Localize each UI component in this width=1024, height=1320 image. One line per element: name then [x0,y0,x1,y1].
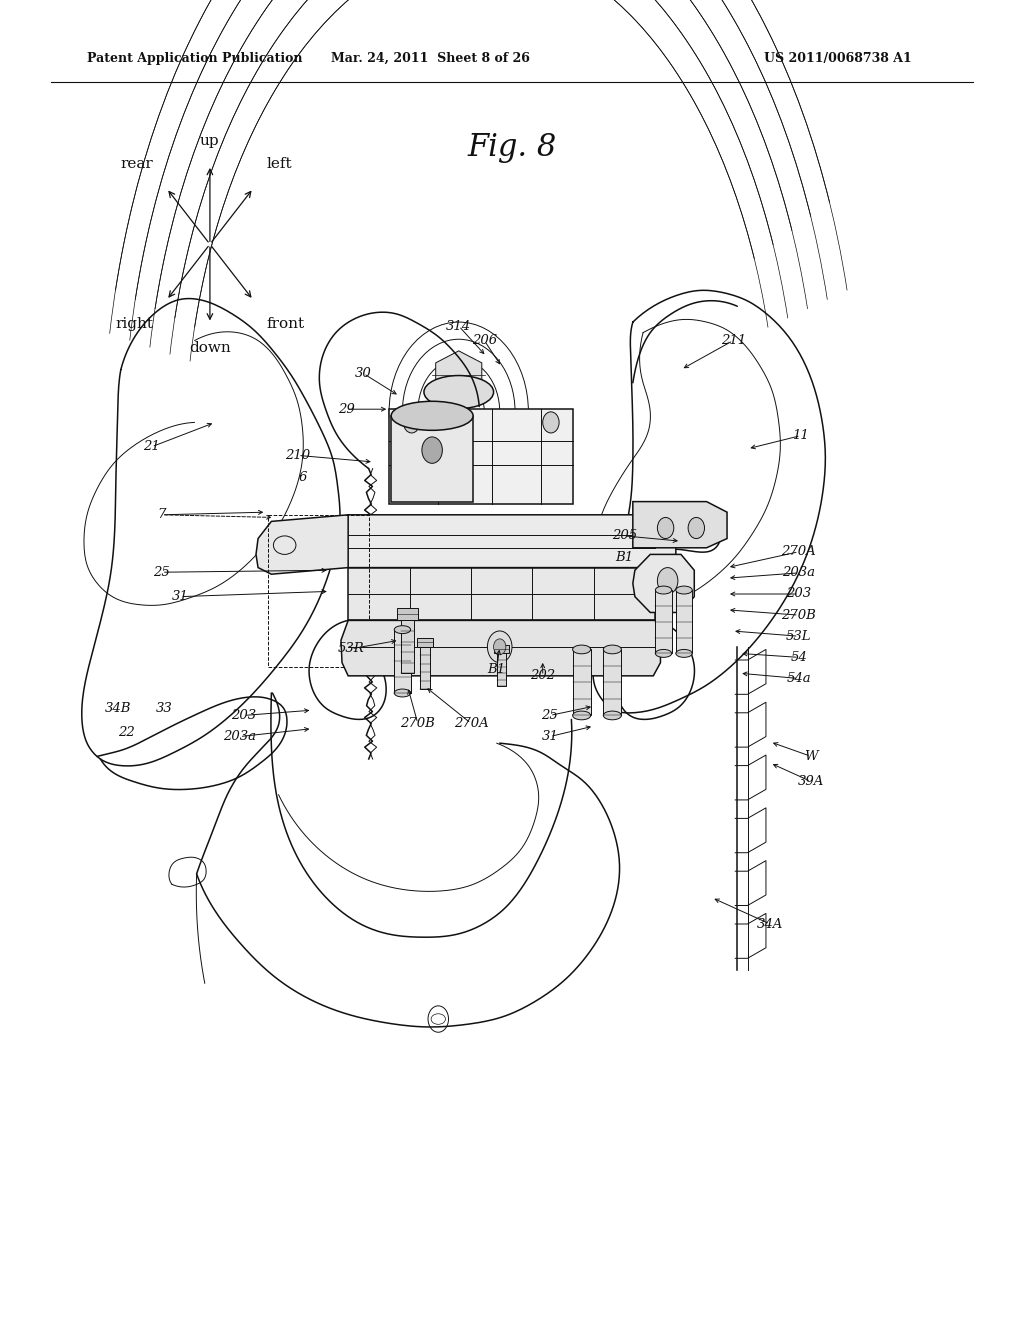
Polygon shape [633,502,727,548]
Text: 270A: 270A [781,545,816,558]
Text: Mar. 24, 2011  Sheet 8 of 26: Mar. 24, 2011 Sheet 8 of 26 [331,51,529,65]
Text: 31: 31 [542,730,558,743]
Circle shape [422,437,442,463]
Polygon shape [341,620,660,676]
Text: 203a: 203a [223,730,256,743]
FancyBboxPatch shape [498,653,506,686]
Polygon shape [633,554,694,612]
Ellipse shape [424,375,494,409]
Circle shape [688,517,705,539]
Text: 270B: 270B [400,717,435,730]
Text: 270B: 270B [781,609,816,622]
Text: 11: 11 [793,429,809,442]
Text: 54a: 54a [786,672,811,685]
Ellipse shape [394,689,411,697]
Text: 39A: 39A [798,775,824,788]
Text: 203: 203 [786,587,811,601]
FancyBboxPatch shape [389,409,573,504]
Ellipse shape [391,401,473,430]
Text: 270A: 270A [454,717,488,730]
Text: 33: 33 [156,702,172,715]
Text: 210: 210 [286,449,310,462]
Text: 53L: 53L [786,630,811,643]
Text: 34A: 34A [757,917,783,931]
Text: 203a: 203a [782,566,815,579]
FancyBboxPatch shape [394,630,411,693]
Ellipse shape [676,586,692,594]
Ellipse shape [676,649,692,657]
Text: 53R: 53R [338,643,365,655]
Text: Fig. 8: Fig. 8 [467,132,557,164]
FancyBboxPatch shape [391,416,473,502]
Text: 7: 7 [158,508,166,521]
Circle shape [657,517,674,539]
Text: 54: 54 [791,651,807,664]
Ellipse shape [655,586,672,594]
Ellipse shape [655,649,672,657]
Text: rear: rear [121,157,154,172]
Text: 203: 203 [231,709,256,722]
Text: 205: 205 [612,529,637,543]
Ellipse shape [572,711,591,719]
Text: 21: 21 [143,441,160,453]
Text: front: front [266,317,305,331]
Text: W: W [804,750,818,763]
Text: 31: 31 [172,590,188,603]
Text: down: down [189,341,230,355]
Text: 206: 206 [472,334,497,347]
Ellipse shape [603,645,622,653]
Ellipse shape [447,401,470,422]
FancyBboxPatch shape [420,647,430,689]
Text: 29: 29 [338,403,354,416]
FancyBboxPatch shape [603,649,622,715]
FancyBboxPatch shape [417,638,433,647]
Text: B1: B1 [615,550,634,564]
Polygon shape [348,568,655,620]
Text: 22: 22 [118,726,134,739]
Text: left: left [266,157,292,172]
Text: 25: 25 [154,566,170,578]
Text: 211: 211 [721,334,745,347]
Ellipse shape [394,626,411,634]
Circle shape [494,639,506,655]
Polygon shape [328,515,676,568]
Text: 314: 314 [446,319,471,333]
Text: Patent Application Publication: Patent Application Publication [87,51,302,65]
Text: 6: 6 [299,471,307,484]
FancyBboxPatch shape [401,620,414,673]
Text: 34B: 34B [104,702,131,715]
FancyBboxPatch shape [676,590,692,653]
FancyBboxPatch shape [495,645,509,653]
Text: 25: 25 [542,709,558,722]
FancyBboxPatch shape [572,649,591,715]
FancyBboxPatch shape [397,609,418,620]
Text: 30: 30 [355,367,372,380]
Circle shape [487,631,512,663]
Text: B1: B1 [487,663,506,676]
FancyBboxPatch shape [655,590,672,653]
Text: up: up [200,133,220,148]
Ellipse shape [572,645,591,653]
Text: right: right [115,317,154,331]
Polygon shape [435,351,482,399]
Circle shape [657,568,678,594]
Circle shape [543,412,559,433]
Text: 202: 202 [530,669,555,682]
Circle shape [403,412,420,433]
Polygon shape [256,515,348,574]
Ellipse shape [603,711,622,719]
Text: US 2011/0068738 A1: US 2011/0068738 A1 [764,51,911,65]
